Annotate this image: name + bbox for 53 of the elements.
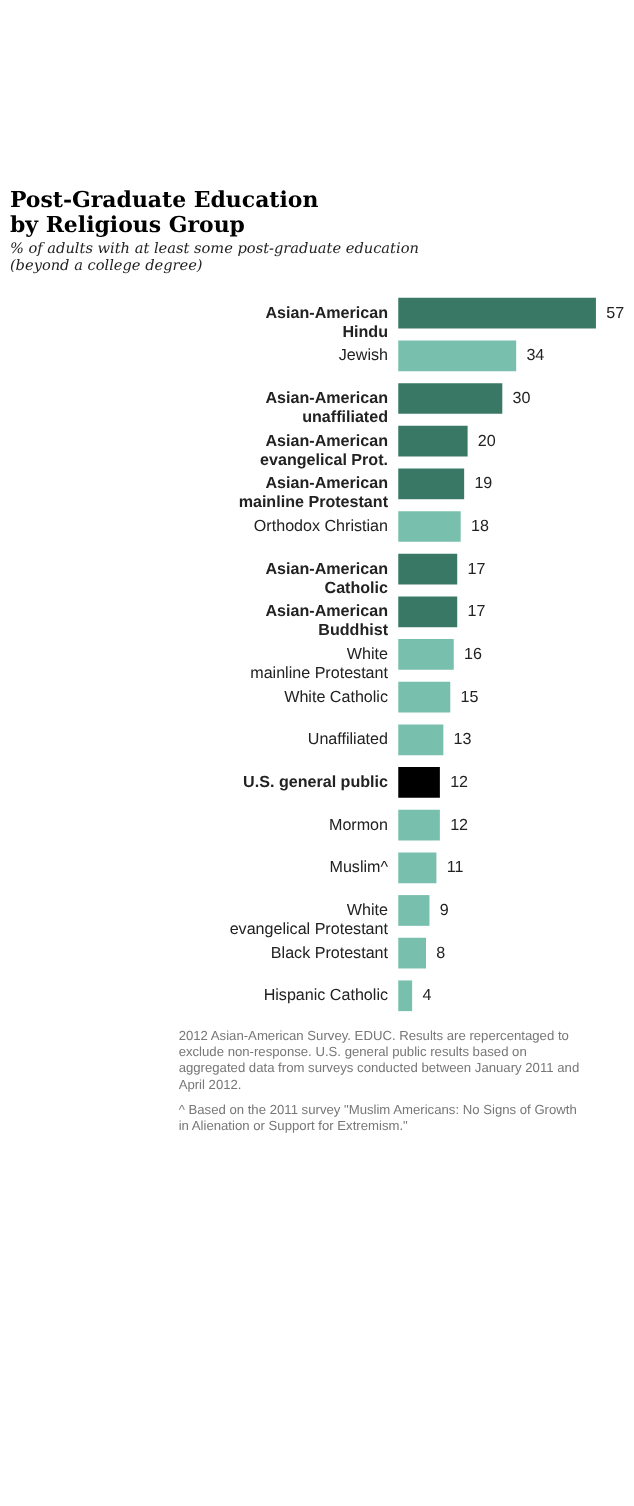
y-tick-label: Mormon	[328, 815, 389, 834]
data-label: 34	[526, 346, 546, 365]
y-tick-label: White evangelical Protestant	[229, 900, 390, 938]
y-tick-label: White mainline Protestant	[250, 644, 390, 682]
bar	[398, 511, 461, 542]
data-label: 16	[464, 644, 483, 663]
y-tick-label: Jewish	[338, 346, 389, 365]
data-label: 12	[450, 815, 470, 834]
bar	[398, 340, 517, 372]
y-tick-label: Asian-American Hindu	[265, 303, 389, 341]
y-tick-label: Muslim^	[329, 858, 389, 877]
bar	[398, 553, 458, 585]
y-tick-label: Asian-American Catholic	[265, 559, 390, 597]
data-label: 4	[422, 986, 433, 1005]
data-label: 20	[477, 431, 497, 450]
data-label: 9	[439, 900, 450, 919]
bar	[398, 639, 454, 670]
y-tick-label: Unaffiliated	[307, 730, 389, 749]
data-label: 19	[474, 474, 494, 493]
data-label: 18	[470, 516, 490, 535]
data-label: 17	[467, 602, 487, 621]
bar	[398, 767, 440, 798]
text: % of adults with at least some post-graduate education (beyond a college degree)	[9, 238, 420, 275]
data-label: 13	[453, 730, 473, 749]
y-tick-label: Asian-American mainline Protestant	[238, 474, 389, 512]
y-tick-label: Orthodox Christian	[253, 516, 389, 535]
data-label: 12	[450, 772, 470, 791]
bar	[398, 596, 458, 628]
y-tick-label: Asian-American Buddhist	[265, 602, 389, 640]
bar	[398, 468, 465, 500]
y-tick-label: Asian-American evangelical Prot.	[260, 431, 389, 469]
y-tick-label: Asian-American unaffiliated	[265, 388, 389, 426]
y-tick-label: U.S. general public	[243, 772, 390, 791]
bar	[398, 980, 413, 1012]
bar	[398, 809, 440, 841]
data-label: 57	[606, 303, 626, 322]
data-label: 15	[460, 687, 480, 706]
bar	[398, 724, 444, 756]
bar	[398, 895, 430, 926]
bar	[398, 297, 596, 329]
bar	[398, 852, 437, 884]
text: Post-Graduate Education by Religious Group	[9, 187, 319, 239]
y-tick-label: White Catholic	[284, 687, 389, 706]
bar	[398, 383, 503, 414]
data-label: 11	[446, 858, 465, 877]
data-label: 17	[467, 559, 487, 578]
y-tick-label: Black Protestant	[270, 943, 390, 962]
y-tick-label: Hispanic Catholic	[263, 986, 389, 1005]
data-label: 8	[436, 943, 447, 962]
data-label: 30	[512, 388, 532, 407]
bar	[398, 681, 451, 713]
bar	[398, 425, 468, 457]
bar	[398, 937, 427, 969]
